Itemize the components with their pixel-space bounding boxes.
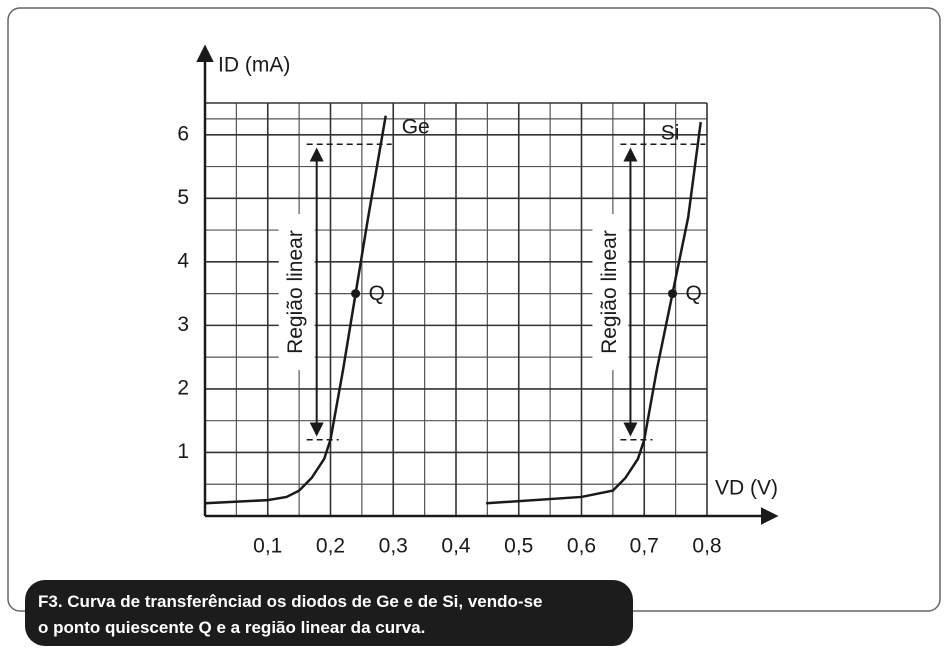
y-tick-label: 4 [177, 249, 189, 272]
curve [486, 121, 702, 505]
y-tick-label: 5 [177, 186, 189, 209]
curve [204, 115, 387, 505]
y-tick-label: 6 [177, 122, 189, 145]
x-tick-label: 0,7 [630, 535, 659, 558]
series-label: Ge [402, 115, 430, 138]
y-tick-label: 3 [177, 313, 189, 336]
y-tick-label: 1 [177, 440, 189, 463]
region-label-bg [278, 214, 315, 371]
x-tick-label: 0,3 [379, 535, 408, 558]
series-label: Si [661, 122, 680, 145]
caption-box [25, 580, 633, 646]
x-tick-label: 0,8 [692, 535, 721, 558]
caption-line: o ponto quiescente Q e a região linear d… [38, 618, 425, 637]
frame [7, 7, 941, 612]
y-tick-label: 2 [177, 376, 189, 399]
region-label-bg [592, 214, 629, 371]
region-label: Região linear [284, 230, 307, 354]
x-tick-label: 0,1 [253, 535, 282, 558]
quiescent-point [667, 289, 677, 299]
point-label: Q [685, 282, 701, 305]
x-tick-label: 0,4 [441, 535, 471, 558]
quiescent-point [351, 289, 361, 299]
x-tick-label: 0,2 [316, 535, 345, 558]
y-axis-label: ID (mA) [218, 54, 290, 77]
x-axis-label: VD (V) [715, 477, 778, 500]
point-label: Q [369, 282, 385, 305]
x-tick-label: 0,6 [567, 535, 596, 558]
x-tick-label: 0,5 [504, 535, 533, 558]
caption-line: F3. Curva de transferênciad os diodos de… [38, 592, 542, 611]
region-label: Região linear [598, 230, 621, 354]
